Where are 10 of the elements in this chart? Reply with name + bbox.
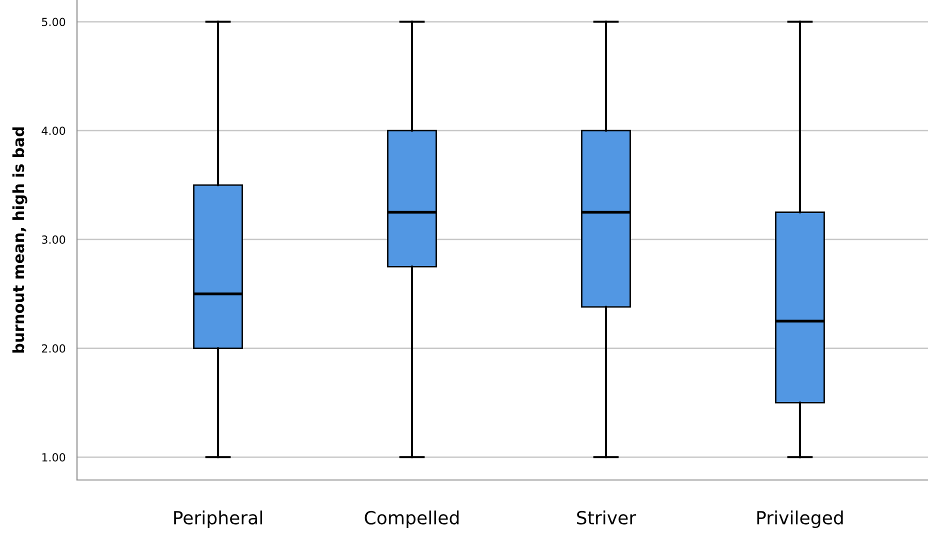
x-tick-label: Privileged <box>757 510 843 528</box>
y-tick-label: 2.00 <box>42 344 66 353</box>
y-tick-label: 1.00 <box>42 453 66 462</box>
x-tick-label: Striver <box>577 510 636 525</box>
x-tick-label: Peripheral <box>174 510 262 528</box>
x-tick-label: Compelled <box>364 510 459 528</box>
y-tick-label: 5.00 <box>42 18 66 26</box>
y-axis-title: burnout mean, high is bad <box>12 127 28 353</box>
y-tick-label: 4.00 <box>42 126 66 135</box>
y-tick-label: 3.00 <box>42 235 66 244</box>
